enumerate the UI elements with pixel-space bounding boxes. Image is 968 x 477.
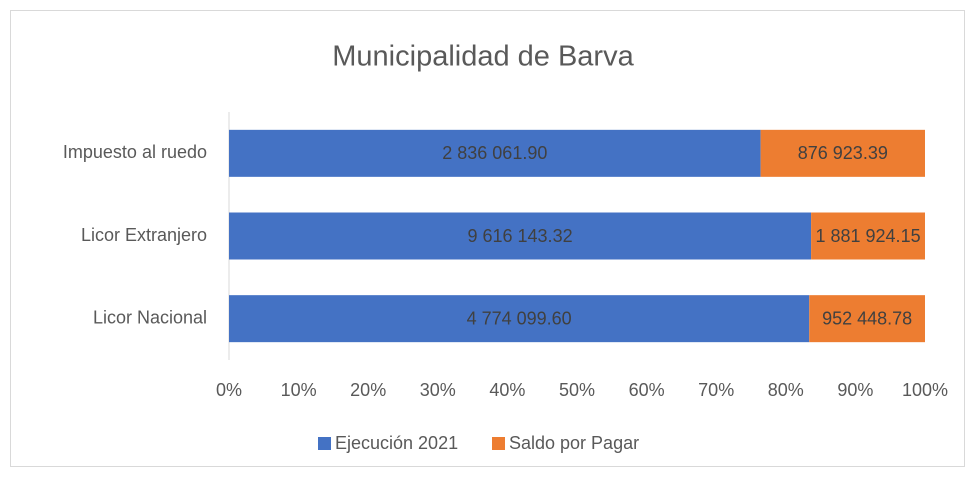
x-tick-label: 100% — [902, 380, 948, 400]
data-label: 876 923.39 — [798, 143, 888, 163]
x-tick-label: 60% — [629, 380, 665, 400]
x-tick-label: 10% — [281, 380, 317, 400]
bar-segment — [809, 295, 925, 343]
data-label: 9 616 143.32 — [467, 226, 572, 246]
legend-label: Ejecución 2021 — [335, 433, 458, 453]
y-tick-label: Licor Extranjero — [81, 225, 207, 245]
x-tick-label: 30% — [420, 380, 456, 400]
bar-segment — [811, 212, 925, 260]
data-label: 2 836 061.90 — [442, 143, 547, 163]
x-tick-label: 80% — [768, 380, 804, 400]
bar-segment — [229, 129, 761, 177]
chart-title: Municipalidad de Barva — [332, 41, 634, 73]
y-tick-label: Licor Nacional — [93, 307, 207, 327]
x-tick-label: 50% — [559, 380, 595, 400]
bar-segment — [229, 212, 812, 260]
x-tick-label: 20% — [350, 380, 386, 400]
y-tick-label: Impuesto al ruedo — [63, 142, 207, 162]
bar-segment — [760, 129, 925, 177]
legend-label: Saldo por Pagar — [509, 433, 639, 453]
legend-swatch — [492, 437, 505, 450]
data-label: 4 774 099.60 — [467, 308, 572, 328]
bar-segment — [229, 295, 810, 343]
x-tick-label: 0% — [216, 380, 242, 400]
x-tick-label: 90% — [837, 380, 873, 400]
data-label: 1 881 924.15 — [815, 226, 920, 246]
data-label: 952 448.78 — [822, 308, 912, 328]
x-tick-label: 40% — [489, 380, 525, 400]
x-tick-label: 70% — [698, 380, 734, 400]
legend-swatch — [318, 437, 331, 450]
